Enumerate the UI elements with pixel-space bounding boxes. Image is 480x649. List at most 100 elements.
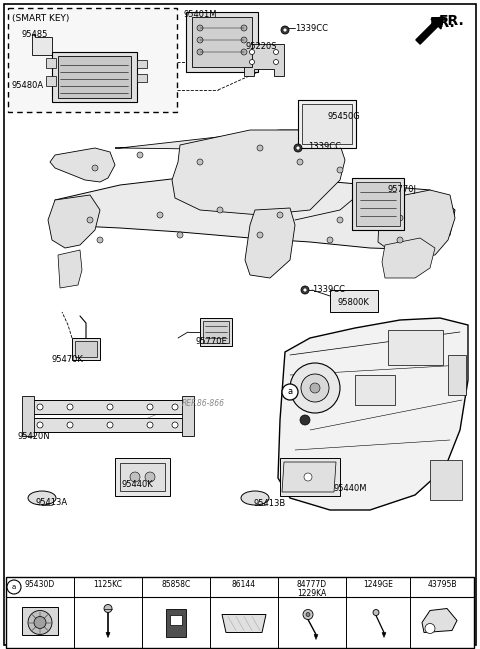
Text: 95485: 95485 <box>22 30 48 39</box>
Polygon shape <box>222 615 266 633</box>
Text: a: a <box>12 584 16 590</box>
Circle shape <box>107 404 113 410</box>
Bar <box>352 178 404 230</box>
Circle shape <box>337 217 343 223</box>
Circle shape <box>274 49 278 55</box>
Bar <box>120 463 165 491</box>
Bar <box>8 8 177 112</box>
Bar <box>137 60 147 68</box>
Circle shape <box>177 232 183 238</box>
Circle shape <box>257 232 263 238</box>
Bar <box>330 290 378 312</box>
Circle shape <box>303 288 307 292</box>
Circle shape <box>130 472 140 482</box>
Circle shape <box>301 374 329 402</box>
Circle shape <box>67 404 73 410</box>
Text: 95800K: 95800K <box>338 298 370 307</box>
Polygon shape <box>245 208 295 278</box>
Circle shape <box>290 363 340 413</box>
Circle shape <box>107 422 113 428</box>
Polygon shape <box>50 148 115 182</box>
Ellipse shape <box>241 491 269 505</box>
Circle shape <box>145 472 155 482</box>
Circle shape <box>147 404 153 410</box>
Bar <box>430 460 462 500</box>
Circle shape <box>197 49 203 55</box>
Bar <box>137 74 147 82</box>
Text: FR.: FR. <box>439 14 465 28</box>
Bar <box>302 104 352 144</box>
Circle shape <box>104 604 112 613</box>
Circle shape <box>241 25 247 31</box>
Polygon shape <box>314 635 318 639</box>
Text: 95413A: 95413A <box>35 498 67 507</box>
Polygon shape <box>115 130 320 155</box>
Bar <box>170 615 182 624</box>
Text: (SMART KEY): (SMART KEY) <box>12 14 70 23</box>
Bar <box>355 375 395 405</box>
Text: 84777D: 84777D <box>297 580 327 589</box>
Polygon shape <box>32 34 55 55</box>
Circle shape <box>147 422 153 428</box>
Text: 1339CC: 1339CC <box>312 285 345 294</box>
Circle shape <box>300 415 310 425</box>
Text: 1339CC: 1339CC <box>308 142 341 151</box>
Text: 95770J: 95770J <box>388 185 417 194</box>
Circle shape <box>306 613 310 617</box>
Bar <box>75 341 97 357</box>
Polygon shape <box>282 462 336 492</box>
Circle shape <box>257 145 263 151</box>
Polygon shape <box>278 318 468 510</box>
Bar <box>46 58 56 68</box>
Bar <box>30 418 185 432</box>
Text: 1229KA: 1229KA <box>298 589 326 598</box>
Circle shape <box>197 25 203 31</box>
Circle shape <box>241 37 247 43</box>
Circle shape <box>28 611 52 635</box>
Text: 95450G: 95450G <box>328 112 361 121</box>
Text: 1125KC: 1125KC <box>94 580 122 589</box>
Text: 1249GE: 1249GE <box>363 580 393 589</box>
Bar <box>356 182 400 226</box>
Text: FR.: FR. <box>430 16 456 30</box>
Circle shape <box>7 580 21 594</box>
Circle shape <box>301 286 309 294</box>
Polygon shape <box>382 633 386 637</box>
Bar <box>448 355 466 395</box>
Bar <box>200 318 232 346</box>
Circle shape <box>97 237 103 243</box>
Circle shape <box>397 215 403 221</box>
Text: 95413B: 95413B <box>253 499 285 508</box>
Bar <box>72 338 100 360</box>
Text: 95220S: 95220S <box>246 42 277 51</box>
Circle shape <box>281 26 289 34</box>
Polygon shape <box>172 130 345 215</box>
Bar <box>388 330 443 365</box>
Circle shape <box>92 165 98 171</box>
Circle shape <box>197 159 203 165</box>
Circle shape <box>397 237 403 243</box>
Bar <box>115 458 170 496</box>
Circle shape <box>250 49 254 55</box>
Circle shape <box>250 60 254 64</box>
Circle shape <box>294 144 302 152</box>
Circle shape <box>137 152 143 158</box>
Circle shape <box>304 473 312 481</box>
Circle shape <box>197 37 203 43</box>
Circle shape <box>34 617 46 628</box>
Circle shape <box>282 384 298 400</box>
Circle shape <box>327 237 333 243</box>
Circle shape <box>37 422 43 428</box>
FancyArrow shape <box>416 17 443 44</box>
Bar <box>22 396 34 436</box>
Text: 86144: 86144 <box>232 580 256 589</box>
Text: 95480A: 95480A <box>12 81 44 90</box>
Bar <box>298 100 356 148</box>
Text: REF.86-866: REF.86-866 <box>182 399 225 408</box>
Ellipse shape <box>28 491 56 505</box>
Polygon shape <box>48 195 100 248</box>
Text: 43795B: 43795B <box>427 580 457 589</box>
Circle shape <box>310 383 320 393</box>
Bar <box>6 577 474 648</box>
Circle shape <box>87 217 93 223</box>
